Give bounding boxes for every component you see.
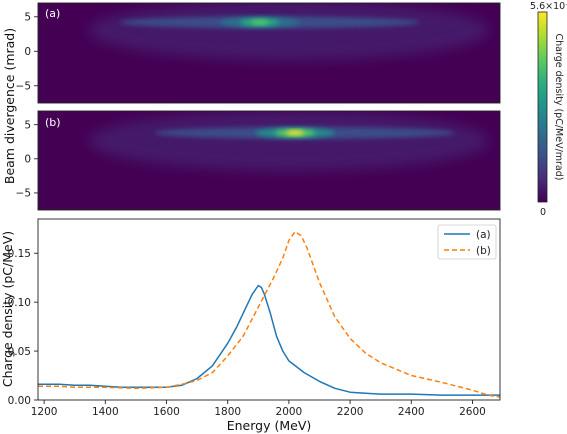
x-tick-label: 2600 [459, 406, 486, 418]
colorbar-max-label: 5.6×10⁻³ [530, 1, 567, 12]
heatmap-a-frame [37, 2, 501, 104]
legend-label-a: (a) [476, 229, 491, 241]
y-tick-label: 0 [24, 154, 31, 166]
x-tick-label: 2000 [276, 406, 303, 418]
colorbar-gradient [537, 11, 548, 203]
y-tick-label: −5 [16, 188, 31, 200]
heatmap-b-frame [37, 110, 501, 211]
heatmap-a [38, 3, 500, 103]
y-tick-label: −5 [16, 81, 31, 93]
heatmap-halo [88, 111, 489, 171]
x-tick-label: 1600 [153, 406, 180, 418]
line-plot-frame [37, 218, 501, 401]
x-tick-label: 1800 [214, 406, 241, 418]
x-axis-label: Energy (MeV) [227, 418, 312, 433]
y-tick-label: 5 [24, 12, 31, 24]
heatmap-peak [286, 130, 305, 136]
heatmap-a-y-ticks: 5 0 −5 [16, 12, 38, 93]
line-plot-ticks: 1200 1400 1600 1800 2000 2200 2400 2600 0.00 0.05… [8, 248, 486, 418]
heatmap-b [38, 111, 500, 210]
y-axis-label: Charge density (pC/MeV) [0, 231, 15, 387]
panel-label-a: (a) [45, 7, 60, 20]
x-tick-label: 1200 [31, 406, 58, 418]
y-tick-label: 0.10 [8, 297, 31, 309]
y-tick-label: 0 [24, 46, 31, 58]
series-line-b [38, 230, 500, 398]
x-tick-label: 2400 [398, 406, 425, 418]
line-series-group [38, 230, 500, 398]
colorbar: 5.6×10⁻³ 0 Charge density (pC/MeV/mrad) [530, 1, 567, 218]
heatmap-peak [250, 20, 269, 25]
heatmap-b-y-ticks: 5 0 −5 [16, 119, 38, 200]
heatmap-halo [88, 3, 489, 61]
panel-label-b: (b) [45, 116, 61, 129]
legend-label-b: (b) [476, 245, 491, 257]
y-tick-label: 5 [24, 119, 31, 131]
x-tick-label: 1400 [92, 406, 119, 418]
series-line-a [38, 284, 500, 396]
y-tick-label: 0.15 [8, 248, 31, 260]
x-tick-label: 2200 [337, 406, 364, 418]
colorbar-min-label: 0 [540, 207, 546, 218]
colorbar-label: Charge density (pC/MeV/mrad) [553, 34, 564, 181]
divergence-axis-label: Beam divergence (mrad) [2, 28, 17, 184]
legend: (a) (b) [437, 224, 497, 260]
y-tick-label: 0.00 [8, 395, 31, 407]
y-tick-label: 0.05 [8, 346, 31, 358]
